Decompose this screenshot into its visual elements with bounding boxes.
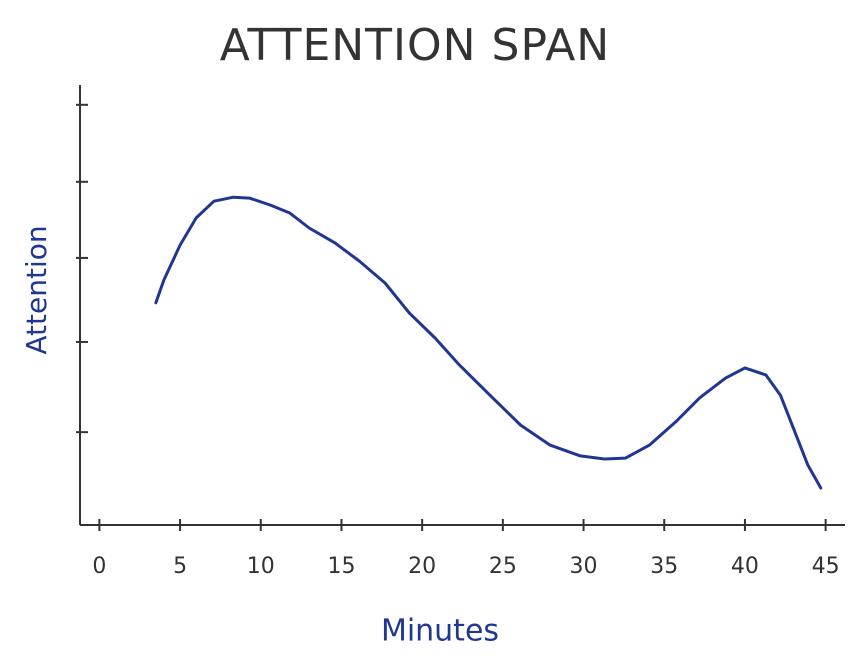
x-axis-label: Minutes (381, 614, 499, 649)
x-tick-label: 5 (173, 554, 187, 579)
x-tick-label: 30 (570, 554, 598, 579)
y-axis-label: Attention (20, 225, 53, 354)
x-tick-label: 35 (650, 554, 678, 579)
x-tick-label: 15 (327, 554, 355, 579)
x-tick-label: 10 (247, 554, 275, 579)
x-tick-label: 45 (812, 554, 840, 579)
x-tick-label: 40 (731, 554, 759, 579)
x-tick-label: 20 (408, 554, 436, 579)
chart-title: ATTENTION SPAN (220, 20, 610, 71)
x-tick-label: 0 (92, 554, 106, 579)
x-tick-label: 25 (489, 554, 517, 579)
line (154, 195, 823, 490)
